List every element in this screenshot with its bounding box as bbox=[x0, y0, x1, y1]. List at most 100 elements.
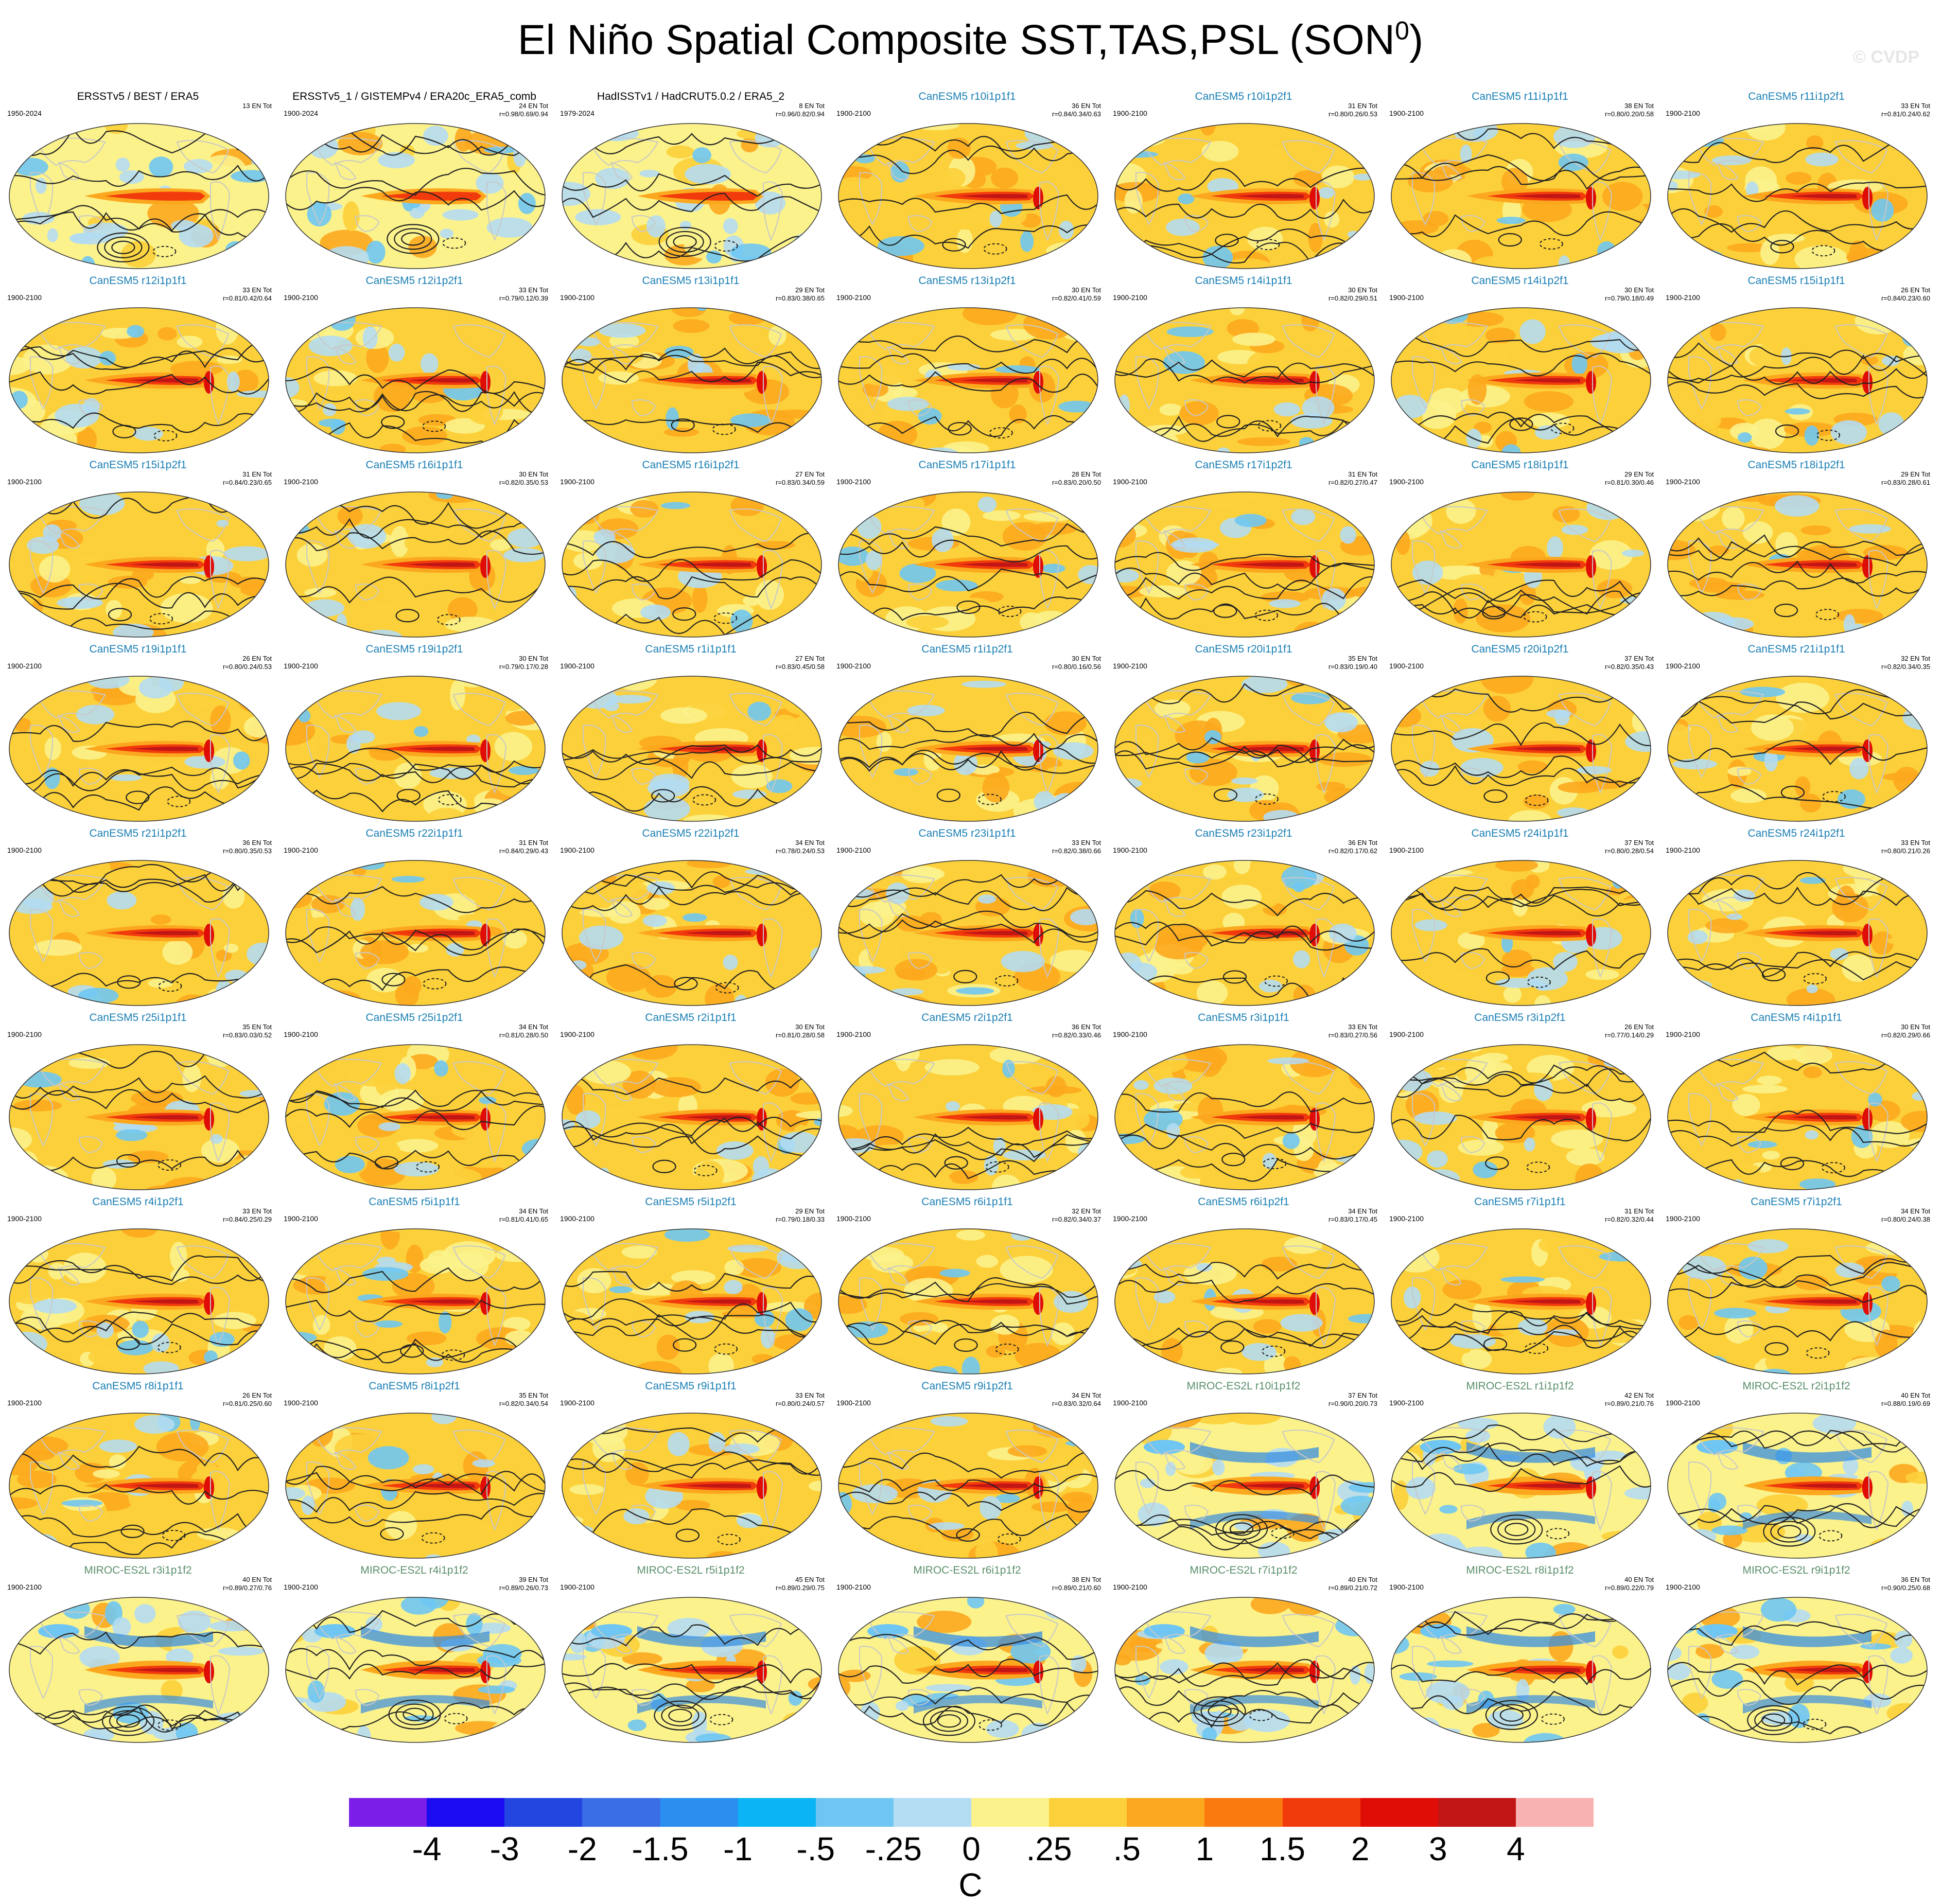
panel-correlation: r=0.80/0.20/0.58 bbox=[1604, 110, 1654, 118]
panel-period: 1900-2100 bbox=[1113, 1030, 1147, 1038]
composite-map bbox=[9, 123, 269, 269]
composite-map bbox=[285, 307, 546, 453]
panel-title: CanESM5 r15i1p2f1 bbox=[89, 459, 187, 471]
panel-period: 1900-2100 bbox=[836, 846, 871, 854]
composite-map bbox=[838, 123, 1098, 269]
panel-period: 1900-2100 bbox=[836, 109, 871, 117]
composite-map bbox=[1667, 123, 1928, 269]
colorbar-tick-label: -.25 bbox=[865, 1830, 922, 1867]
panel-correlation: r=0.83/0.38/0.65 bbox=[775, 294, 825, 302]
panel-event-count: 33 EN Tot bbox=[242, 286, 272, 294]
panel-correlation: r=0.88/0.19/0.69 bbox=[1881, 1400, 1930, 1407]
colorbar-swatch bbox=[1438, 1798, 1516, 1827]
panel-correlation: r=0.83/0.34/0.59 bbox=[775, 479, 825, 486]
composite-map bbox=[1667, 1413, 1928, 1559]
panel-event-count: 13 EN Tot bbox=[242, 102, 272, 110]
composite-map bbox=[9, 676, 269, 822]
panel-period: 1900-2100 bbox=[1666, 1214, 1700, 1223]
panel-event-count: 31 EN Tot bbox=[1348, 470, 1377, 478]
colorbar bbox=[349, 1798, 1594, 1827]
panel-period: 1900-2024 bbox=[284, 109, 318, 117]
panel-period: 1900-2100 bbox=[1113, 662, 1147, 670]
panel-correlation: r=0.89/0.21/0.72 bbox=[1328, 1584, 1377, 1592]
colorbar-swatch bbox=[1282, 1798, 1360, 1827]
map-panel: CanESM5 r2i1p2f1 1900-2100 36 EN Tot r=0.82… bbox=[829, 1012, 1105, 1196]
map-panel: CanESM5 r10i1p2f1 1900-2100 31 EN Tot r=0.8… bbox=[1106, 91, 1382, 275]
map-panel: CanESM5 r6i1p1f1 1900-2100 32 EN Tot r=0.82… bbox=[829, 1196, 1105, 1380]
map-panel: CanESM5 r7i1p2f1 1900-2100 34 EN Tot r=0.80… bbox=[1658, 1196, 1934, 1380]
panel-period: 1900-2100 bbox=[1113, 1583, 1147, 1591]
panel-correlation: r=0.81/0.42/0.64 bbox=[222, 294, 272, 302]
panel-event-count: 35 EN Tot bbox=[519, 1391, 548, 1399]
panel-period: 1900-2100 bbox=[836, 478, 871, 486]
panel-title: ERSSTv5_1 / GISTEMPv4 / ERA20c_ERA5_comb bbox=[292, 91, 536, 102]
panel-correlation: r=0.82/0.35/0.43 bbox=[1604, 663, 1654, 671]
map-panel: CanESM5 r21i1p2f1 1900-2100 36 EN Tot r=0.8… bbox=[0, 827, 276, 1012]
colorbar-swatch bbox=[971, 1798, 1050, 1827]
map-panel: CanESM5 r25i1p2f1 1900-2100 34 EN Tot r=0.8… bbox=[276, 1012, 552, 1196]
panel-event-count: 30 EN Tot bbox=[1072, 286, 1101, 294]
map-panel: CanESM5 r1i1p2f1 1900-2100 30 EN Tot r=0.80… bbox=[829, 643, 1105, 827]
composite-map bbox=[1114, 1228, 1375, 1374]
panel-period: 1900-2100 bbox=[7, 662, 42, 670]
panel-event-count: 33 EN Tot bbox=[519, 286, 548, 294]
composite-map bbox=[1114, 491, 1375, 638]
colorbar-labels: -4 -3 -2 -1.5 -1 -.5 -.25 0 .25 .5 1 1.5 2 3 4 bbox=[0, 1830, 1941, 1871]
panel-title: CanESM5 r7i1p1f1 bbox=[1474, 1196, 1566, 1208]
map-panel: CanESM5 r13i1p1f1 1900-2100 29 EN Tot r=0.8… bbox=[553, 275, 829, 459]
panel-event-count: 30 EN Tot bbox=[1348, 286, 1377, 294]
composite-map bbox=[1667, 1044, 1928, 1190]
panel-title: CanESM5 r22i1p2f1 bbox=[642, 827, 740, 839]
panel-correlation: r=0.81/0.30/0.46 bbox=[1604, 479, 1654, 486]
composite-map bbox=[1114, 1597, 1375, 1743]
composite-map bbox=[9, 307, 269, 453]
composite-map bbox=[1391, 491, 1651, 638]
colorbar-swatch bbox=[660, 1798, 738, 1827]
map-panel: CanESM5 r4i1p1f1 1900-2100 30 EN Tot r=0.82… bbox=[1658, 1012, 1934, 1196]
map-panel: CanESM5 r23i1p1f1 1900-2100 33 EN Tot r=0.8… bbox=[829, 827, 1105, 1012]
panel-title: MIROC-ES2L r4i1p1f2 bbox=[360, 1564, 468, 1576]
panel-correlation: r=0.83/0.19/0.40 bbox=[1328, 663, 1377, 671]
composite-map bbox=[1667, 1597, 1928, 1743]
panel-period: 1900-2100 bbox=[1666, 293, 1700, 302]
panel-title: CanESM5 r3i1p1f1 bbox=[1198, 1012, 1289, 1024]
map-panel: MIROC-ES2L r8i1p1f2 1900-2100 40 EN Tot r=0… bbox=[1382, 1564, 1658, 1749]
composite-map bbox=[838, 1413, 1098, 1559]
panel-correlation: r=0.82/0.35/0.53 bbox=[499, 479, 548, 486]
panel-period: 1979-2024 bbox=[560, 109, 594, 117]
panel-title: CanESM5 r10i1p2f1 bbox=[1195, 91, 1292, 102]
panel-event-count: 36 EN Tot bbox=[1348, 839, 1377, 847]
colorbar-swatch bbox=[1204, 1798, 1283, 1827]
composite-map bbox=[285, 1597, 546, 1743]
panel-period: 1900-2100 bbox=[1666, 1399, 1700, 1407]
panel-correlation: r=0.84/0.34/0.63 bbox=[1052, 110, 1101, 118]
map-panel: CanESM5 r20i1p1f1 1900-2100 35 EN Tot r=0.8… bbox=[1106, 643, 1382, 827]
panel-period: 1900-2100 bbox=[560, 662, 594, 670]
cvdp-watermark: © CVDP bbox=[1853, 47, 1919, 67]
panel-period: 1900-2100 bbox=[1113, 293, 1147, 302]
map-panel: CanESM5 r20i1p2f1 1900-2100 37 EN Tot r=0.8… bbox=[1382, 643, 1658, 827]
panel-period: 1900-2100 bbox=[7, 1214, 42, 1223]
map-panel: CanESM5 r12i1p1f1 1900-2100 33 EN Tot r=0.8… bbox=[0, 275, 276, 459]
panel-title: CanESM5 r23i1p1f1 bbox=[918, 827, 1016, 839]
composite-map bbox=[562, 1413, 822, 1559]
panel-period: 1900-2100 bbox=[7, 1583, 42, 1591]
composite-map bbox=[285, 123, 546, 269]
panel-period: 1900-2100 bbox=[1113, 846, 1147, 854]
colorbar-swatch bbox=[738, 1798, 816, 1827]
map-panel: CanESM5 r12i1p2f1 1900-2100 33 EN Tot r=0.7… bbox=[276, 275, 552, 459]
panel-event-count: 29 EN Tot bbox=[795, 286, 825, 294]
panel-period: 1900-2100 bbox=[284, 1583, 318, 1591]
colorbar-swatch bbox=[1127, 1798, 1205, 1827]
panel-correlation: r=0.82/0.27/0.47 bbox=[1328, 479, 1377, 486]
colorbar-swatch bbox=[504, 1798, 583, 1827]
panel-event-count: 32 EN Tot bbox=[1901, 655, 1930, 662]
panel-event-count: 40 EN Tot bbox=[1624, 1576, 1654, 1583]
colorbar-unit: C bbox=[958, 1866, 983, 1903]
map-panel: CanESM5 r17i1p2f1 1900-2100 31 EN Tot r=0.8… bbox=[1106, 459, 1382, 643]
panel-event-count: 34 EN Tot bbox=[1901, 1207, 1930, 1215]
panel-correlation: r=0.98/0.69/0.94 bbox=[499, 110, 548, 118]
composite-map bbox=[1114, 1413, 1375, 1559]
map-panel: CanESM5 r5i1p2f1 1900-2100 29 EN Tot r=0.79… bbox=[553, 1196, 829, 1380]
panel-event-count: 26 EN Tot bbox=[242, 1391, 272, 1399]
